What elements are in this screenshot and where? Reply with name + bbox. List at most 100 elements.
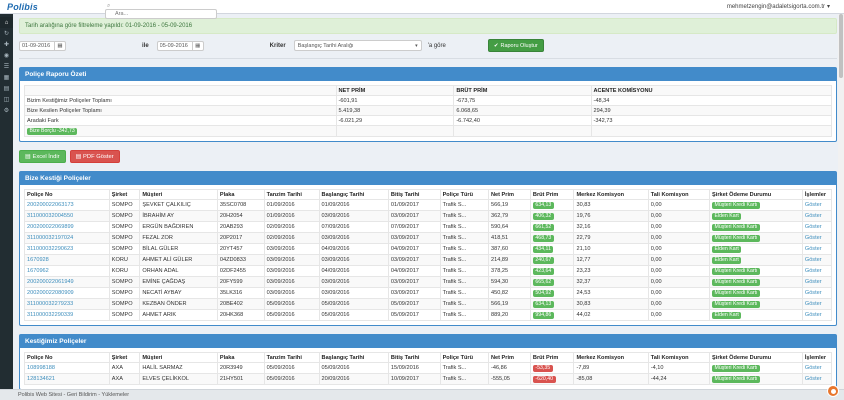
- cell-end-date: 10/09/2017: [387, 373, 441, 385]
- policy-col-header: Şirket Ödeme Durumu: [709, 189, 803, 200]
- vertical-scrollbar[interactable]: [838, 14, 844, 389]
- cell-policy-no: 200200022061949: [24, 276, 110, 288]
- settings-icon[interactable]: ⚙: [3, 108, 10, 114]
- add-policy-icon[interactable]: ✚: [3, 42, 10, 48]
- cell-plate: 04ZD0833: [216, 254, 265, 266]
- show-policy-link[interactable]: Göster: [804, 279, 822, 285]
- policy-no-link[interactable]: 200200022080909: [27, 290, 74, 296]
- cell-customer: EMİNE ÇAĞDAŞ: [139, 276, 218, 288]
- policy-table: Poliçe No Şirket Müşteri Plaka Tanzim Tarihi…: [24, 189, 833, 321]
- cell-action: Göster: [801, 210, 833, 222]
- summary-panel-title: Poliçe Raporu Özeti: [20, 68, 836, 81]
- generate-report-button[interactable]: ✔ Raporu Oluştur: [487, 39, 544, 52]
- cell-start-date: 07/09/2016: [318, 221, 389, 233]
- brut-prim-badge: 240,67: [532, 256, 554, 264]
- sidebar-nav: ⌂ ↻ ✚ ◉ ☰ ▦ ▤ ◫ ⚙: [0, 14, 13, 389]
- policy-col-header: Tanzim Tarihi: [263, 189, 320, 200]
- show-policy-link[interactable]: Göster: [804, 257, 822, 263]
- policy-no-link[interactable]: 200200022063173: [27, 202, 74, 208]
- policy-col-header: Poliçe Türü: [439, 352, 489, 363]
- summary-table: NET PRİM BRÜT PRİM ACENTE KOMİSYONU Bizim K…: [24, 85, 832, 137]
- summary-net-value: 5.419,38: [335, 105, 455, 116]
- summary-row: Aradaki Fark -6.021,29 -6.742,40 -342,73: [24, 115, 832, 126]
- cell-company: SOMPO: [108, 243, 141, 255]
- criteria-select[interactable]: Başlangıç Tarihi Aralığı ▾: [293, 40, 422, 51]
- cell-policy-no: 311000032004550: [24, 210, 110, 222]
- sync-icon[interactable]: ↻: [3, 31, 10, 37]
- cell-plate: 20YT457: [216, 243, 265, 255]
- wallet-icon[interactable]: ◫: [3, 97, 10, 103]
- calendar-icon[interactable]: ▦: [192, 40, 204, 51]
- calendar-icon[interactable]: ▦: [3, 75, 10, 81]
- cell-action: Göster: [801, 221, 833, 233]
- policy-no-link[interactable]: 1670928: [27, 257, 49, 263]
- cell-type: Trafik S...: [439, 243, 489, 255]
- cell-start-date: 03/09/2016: [318, 232, 389, 244]
- cell-policy-no: 1670928: [24, 254, 110, 266]
- policy-section-title: Bize Kestiği Poliçeler: [20, 172, 836, 185]
- cell-payment: Elden Kart: [709, 210, 803, 222]
- show-policy-link[interactable]: Göster: [804, 376, 822, 382]
- show-policy-link[interactable]: Göster: [804, 312, 822, 318]
- cell-net: 590,64: [487, 221, 531, 233]
- policy-no-link[interactable]: 200200022061949: [27, 279, 74, 285]
- date-to-input[interactable]: [156, 40, 193, 51]
- policy-no-link[interactable]: 311000032290339: [27, 312, 74, 318]
- summary-net-value: -601,91: [335, 95, 455, 106]
- cell-company: SOMPO: [108, 232, 141, 244]
- policy-section-panel: Kestiğimiz Poliçeler Poliçe No Şirket Müşte…: [19, 334, 837, 390]
- policy-no-link[interactable]: 200200022069899: [27, 224, 74, 230]
- policy-no-link[interactable]: 311000032004550: [27, 213, 74, 219]
- cell-merkez: 19,76: [573, 210, 649, 222]
- policy-no-link[interactable]: 311000032197024: [27, 235, 74, 241]
- policy-no-link[interactable]: 311000032290623: [27, 246, 74, 252]
- pdf-show-button[interactable]: ▤ PDF Göster: [69, 150, 120, 163]
- reports-icon[interactable]: ▤: [3, 86, 10, 92]
- payment-status-badge: Müşteri Kredi Kartı: [712, 267, 761, 275]
- policy-no-link[interactable]: 311000032279233: [27, 301, 74, 307]
- cell-issue-date: 01/09/2016: [263, 199, 320, 211]
- view-icon[interactable]: ◉: [3, 53, 10, 59]
- show-policy-link[interactable]: Göster: [804, 224, 822, 230]
- cell-action: Göster: [801, 276, 833, 288]
- policy-no-link[interactable]: 1670962: [27, 268, 49, 274]
- cell-issue-date: 03/09/2016: [263, 276, 320, 288]
- show-policy-link[interactable]: Göster: [804, 290, 822, 296]
- show-policy-link[interactable]: Göster: [804, 202, 822, 208]
- policy-col-header: Net Prim: [487, 189, 531, 200]
- cell-company: SOMPO: [108, 210, 141, 222]
- cell-merkez: 21,10: [573, 243, 649, 255]
- excel-download-button[interactable]: ▤ Excel İndir: [19, 150, 66, 163]
- show-policy-link[interactable]: Göster: [804, 365, 822, 371]
- support-chat-button[interactable]: [827, 385, 839, 397]
- policy-no-link[interactable]: 108998188: [27, 365, 55, 371]
- cell-end-date: 15/09/2016: [387, 362, 441, 374]
- cell-customer: ŞEVKET ÇALKILIÇ: [139, 199, 218, 211]
- date-from-input[interactable]: [19, 40, 55, 51]
- policy-no-link[interactable]: 128134621: [27, 376, 55, 382]
- policy-col-header: Müşteri: [139, 352, 218, 363]
- summary-net-value: -6.021,29: [335, 115, 455, 126]
- summary-row-label: Bize Kesilen Poliçeler Toplamı: [24, 105, 337, 116]
- search-input[interactable]: [105, 9, 217, 19]
- app-logo: Polibis: [7, 1, 38, 12]
- cell-merkez: -85,08: [573, 373, 649, 385]
- payment-status-badge: Müşteri Kredi Kartı: [712, 223, 761, 231]
- home-icon[interactable]: ⌂: [0, 17, 13, 28]
- footer-links[interactable]: Polibis Web Sitesi - Geri Bildirim - Yük…: [18, 392, 130, 398]
- scrollbar-thumb[interactable]: [839, 14, 843, 78]
- user-menu[interactable]: mehmetzengin@adaletsigorta.com.tr ▾: [727, 3, 830, 11]
- chat-icon: [830, 388, 836, 394]
- payment-status-badge: Müşteri Kredi Kartı: [712, 375, 761, 383]
- show-policy-link[interactable]: Göster: [804, 268, 822, 274]
- show-policy-link[interactable]: Göster: [804, 213, 822, 219]
- cell-brut: 423,64: [529, 265, 575, 277]
- cell-start-date: 03/09/2016: [318, 276, 389, 288]
- table-row: 200200022061949 SOMPO EMİNE ÇAĞDAŞ 20FY599 0…: [24, 276, 833, 288]
- show-policy-link[interactable]: Göster: [804, 235, 822, 241]
- show-policy-link[interactable]: Göster: [804, 301, 822, 307]
- cell-merkez: 22,79: [573, 232, 649, 244]
- list-icon[interactable]: ☰: [3, 64, 10, 70]
- calendar-icon[interactable]: ▦: [55, 40, 66, 51]
- show-policy-link[interactable]: Göster: [804, 246, 822, 252]
